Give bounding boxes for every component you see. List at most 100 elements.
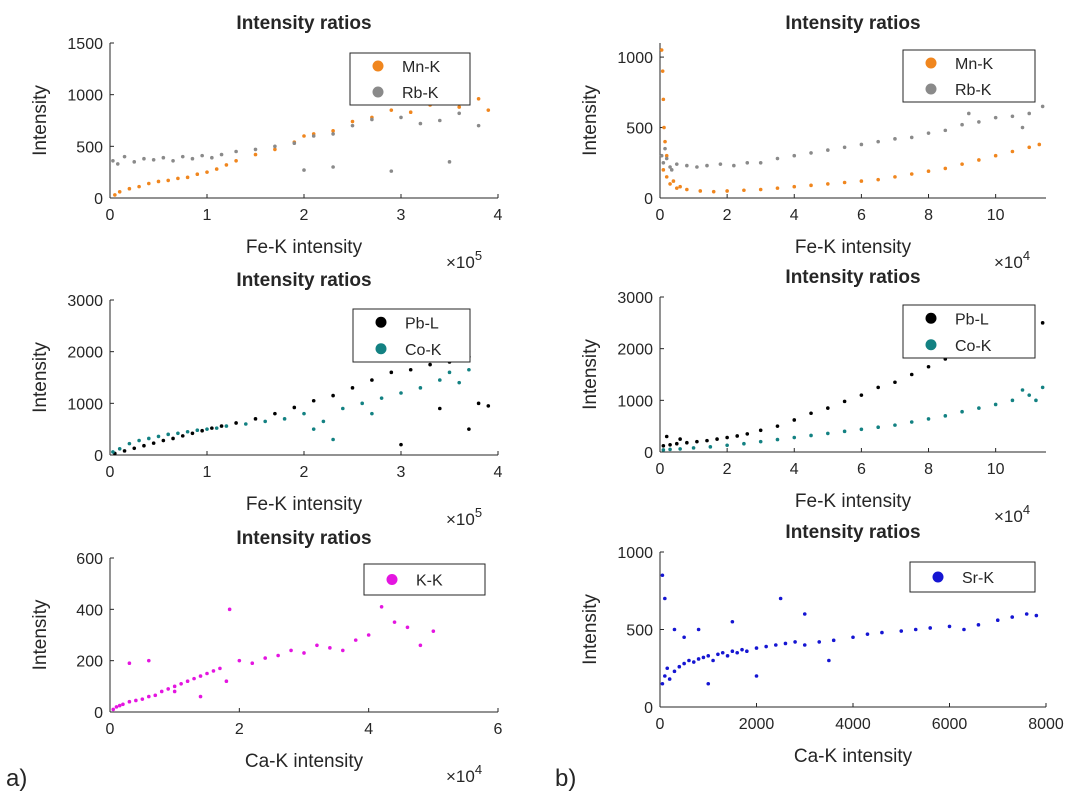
data-point — [127, 661, 132, 666]
legend-box — [349, 52, 471, 106]
data-point — [467, 427, 471, 431]
data-point — [210, 426, 214, 430]
data-point — [827, 658, 831, 663]
data-point — [172, 689, 177, 694]
x-tick-label: 8 — [924, 461, 933, 478]
data-point — [665, 666, 670, 671]
x-tick-label: 4 — [790, 461, 799, 478]
data-point — [893, 137, 897, 141]
data-point — [214, 426, 219, 430]
series-co-k — [111, 367, 471, 454]
x-tick-label: 10 — [987, 461, 1005, 478]
data-point — [706, 681, 711, 686]
data-point — [137, 438, 141, 443]
data-point — [678, 184, 682, 189]
data-point — [166, 687, 170, 691]
y-tick-label: 1000 — [617, 50, 653, 67]
data-point — [993, 153, 998, 158]
data-point — [809, 183, 813, 188]
data-point — [457, 105, 462, 109]
data-point — [198, 674, 203, 678]
y-tick-label: 500 — [626, 623, 653, 640]
data-point — [195, 428, 200, 433]
data-point — [282, 417, 287, 421]
data-point — [977, 406, 981, 410]
data-point — [745, 649, 749, 653]
data-point — [691, 446, 696, 450]
x-tick-label: 8 — [924, 207, 933, 224]
chart-title: Intensity ratios — [236, 13, 371, 34]
legend: Sr-K — [909, 561, 1036, 593]
data-point — [142, 156, 146, 161]
data-point — [114, 705, 119, 709]
chart-panel-1: 0 1 2 3 4 0 500 1000 1500 Intensity ratios Fe-K in… — [30, 13, 503, 272]
data-point — [176, 176, 180, 181]
x-axis-label: Fe-K intensity — [795, 237, 912, 258]
legend: Pb-L Co-K — [352, 308, 471, 363]
x-tick-label: 0 — [106, 721, 115, 738]
data-point — [156, 179, 161, 184]
chart-title: Intensity ratios — [785, 522, 920, 543]
data-point — [476, 123, 481, 128]
data-point — [224, 424, 229, 428]
data-point — [205, 170, 209, 174]
data-point — [1037, 142, 1042, 147]
data-point — [115, 162, 120, 166]
data-point — [909, 372, 914, 377]
chart-title: Intensity ratios — [236, 528, 371, 549]
data-point — [219, 152, 224, 157]
data-point — [195, 172, 200, 177]
data-point — [660, 681, 665, 686]
data-point — [205, 427, 209, 431]
data-point — [809, 433, 813, 438]
chart-title: Intensity ratios — [785, 267, 920, 288]
data-point — [350, 123, 355, 128]
data-point — [711, 189, 716, 194]
data-point — [711, 658, 715, 663]
data-point — [234, 159, 238, 163]
data-point — [740, 647, 744, 652]
data-point — [793, 640, 797, 644]
data-point — [962, 627, 966, 632]
y-tick-label: 600 — [76, 551, 103, 568]
data-point — [331, 129, 335, 133]
legend-label: Co-K — [405, 342, 442, 359]
data-point — [745, 160, 750, 165]
data-point — [185, 679, 190, 683]
data-point — [774, 643, 778, 647]
data-point — [214, 167, 219, 171]
x-tick-label: 2 — [300, 207, 309, 224]
data-point — [993, 115, 998, 120]
data-point — [224, 163, 229, 167]
data-point — [720, 650, 725, 655]
data-point — [224, 679, 229, 683]
x-tick-label: 1 — [203, 464, 212, 481]
data-point — [438, 118, 442, 123]
data-point — [1010, 149, 1015, 154]
data-point — [192, 676, 196, 681]
data-point — [716, 652, 720, 657]
data-point — [447, 370, 452, 375]
data-point — [730, 649, 735, 653]
data-point — [662, 125, 666, 130]
x-tick-label: 0 — [106, 207, 115, 224]
x-tick-label: 4 — [790, 207, 799, 224]
data-point — [399, 115, 403, 120]
legend-marker — [375, 316, 387, 328]
data-point — [134, 698, 138, 703]
data-point — [659, 153, 664, 158]
data-point — [943, 166, 948, 171]
data-point — [706, 654, 711, 658]
y-tick-label: 1000 — [67, 88, 103, 105]
data-point — [389, 169, 394, 173]
data-point — [253, 417, 258, 421]
data-point — [1010, 114, 1015, 119]
data-point — [672, 669, 677, 674]
data-point — [817, 640, 822, 644]
data-point — [842, 399, 847, 404]
data-point — [792, 153, 797, 158]
data-point — [775, 156, 780, 161]
y-tick-label: 1500 — [67, 36, 103, 53]
chart-panel-5: 0 2 4 6 0 200 400 600 Intensity ratios Ca-K inten… — [30, 528, 503, 786]
data-point — [696, 657, 701, 661]
